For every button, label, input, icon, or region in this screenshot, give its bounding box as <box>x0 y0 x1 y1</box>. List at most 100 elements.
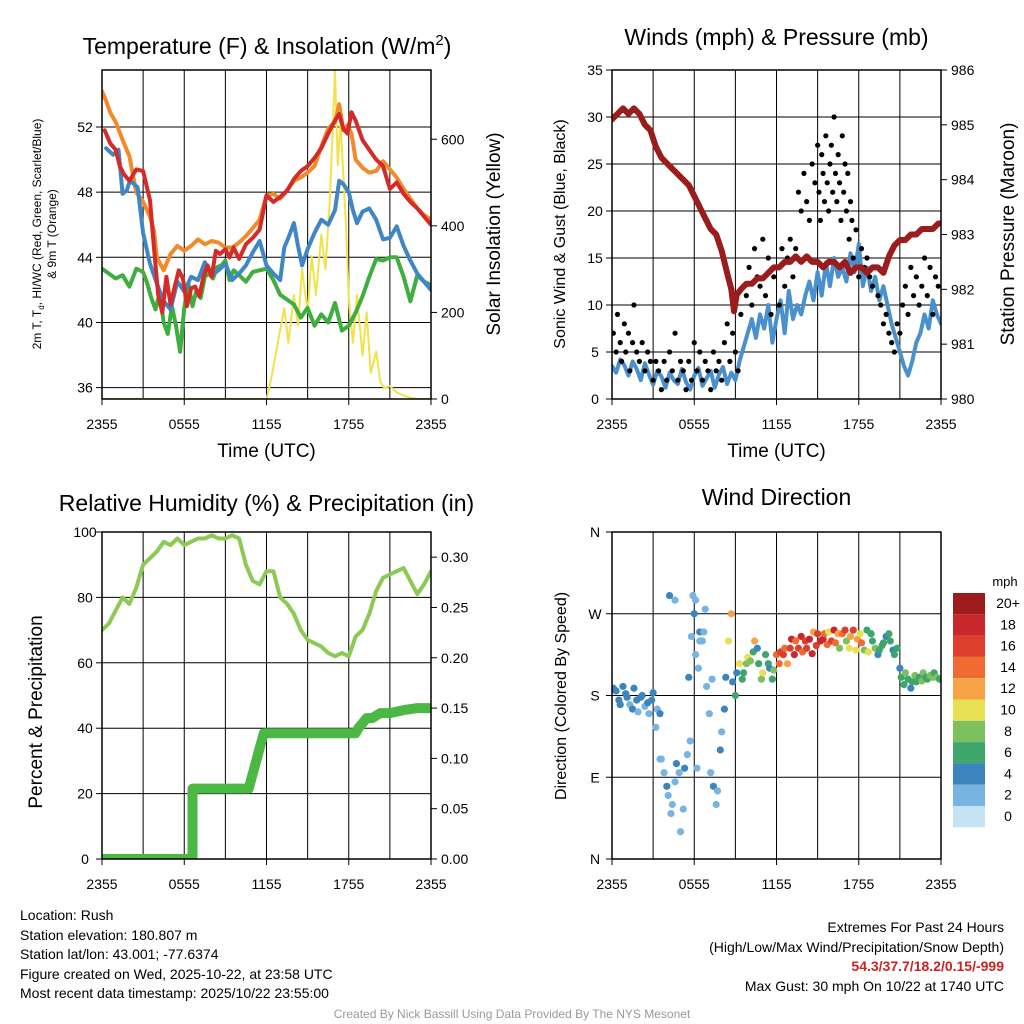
gust-point <box>650 377 656 383</box>
gust-point <box>883 311 889 317</box>
winds-y2-tick-label: 983 <box>951 227 975 243</box>
legend-swatch <box>953 806 985 828</box>
gust-point <box>683 387 689 393</box>
figure-created: Figure created on Wed, 2025-10-22, at 23… <box>20 965 333 982</box>
direction-point <box>696 637 704 645</box>
direction-point <box>867 630 875 638</box>
temperature-series-heat-index-wind-chill <box>104 146 431 312</box>
gust-point <box>875 293 881 299</box>
direction-point <box>792 637 800 645</box>
direction-point <box>685 673 693 681</box>
winds-x-tick-label: 1755 <box>843 416 874 432</box>
winds-xlabel: Time (UTC) <box>727 441 826 462</box>
direction-point <box>768 675 776 683</box>
gust-point <box>827 161 833 167</box>
humidity-x-tick-label: 2355 <box>86 876 117 892</box>
temperature-y-tick-label: 44 <box>77 249 93 265</box>
gust-point <box>735 368 741 374</box>
gust-point <box>845 170 851 176</box>
legend-label: 12 <box>1000 680 1016 696</box>
direction-point <box>814 630 822 638</box>
gust-point <box>618 358 625 364</box>
gust-point <box>886 330 892 336</box>
gust-point <box>661 358 667 364</box>
humidity-y2-tick-label: 0.15 <box>441 700 468 716</box>
gust-point <box>765 255 771 261</box>
gust-point <box>836 180 843 186</box>
gust-point <box>713 368 719 374</box>
gust-point <box>708 387 714 393</box>
direction-point <box>630 684 638 692</box>
temperature-y-tick-label: 52 <box>77 119 93 135</box>
direction-point <box>649 689 657 697</box>
direction-point <box>668 800 676 809</box>
direction-point <box>868 637 877 645</box>
gust-point <box>771 274 777 280</box>
gust-point <box>824 180 830 186</box>
gust-point <box>838 217 844 223</box>
direction-y-tick-label: E <box>590 769 599 785</box>
direction-point <box>900 681 908 689</box>
direction-point <box>750 637 759 645</box>
station-elevation: Station elevation: 180.807 m <box>20 926 198 943</box>
temperature-xlabel: Time (UTC) <box>217 441 316 462</box>
temperature-series-dewpoint <box>102 255 431 354</box>
direction-point <box>616 700 624 709</box>
gust-point <box>825 208 832 214</box>
direction-point <box>656 755 664 763</box>
direction-point <box>846 632 855 641</box>
direction-point <box>856 630 864 638</box>
humidity-y-tick-label: 80 <box>77 589 93 605</box>
gust-point <box>730 330 736 336</box>
gust-point <box>817 217 823 223</box>
gust-point <box>809 161 815 167</box>
gust-point <box>617 340 623 346</box>
temperature-y-tick-label: 40 <box>77 314 93 330</box>
gust-point <box>902 283 908 289</box>
gust-point <box>891 349 897 355</box>
gust-point <box>816 189 822 195</box>
gust-point <box>746 264 752 270</box>
humidity-y2-tick-label: 0.25 <box>441 599 468 615</box>
direction-point <box>907 684 915 692</box>
direction-point <box>628 705 637 713</box>
gust-point <box>834 199 840 205</box>
temperature-ylabel-rest: , HI/WC (Red, Green, Scarlet/Blue) <box>30 119 44 306</box>
temperature-ylabel-a: 2m T, T <box>30 309 44 349</box>
direction-point <box>656 710 664 718</box>
legend-swatch <box>953 699 985 721</box>
winds-series-station-pressure <box>612 105 941 315</box>
direction-point <box>901 669 909 677</box>
direction-point <box>712 800 720 809</box>
gust-point <box>691 340 697 346</box>
direction-point <box>612 687 620 695</box>
direction-point <box>729 678 737 686</box>
humidity-y-tick-label: 60 <box>77 655 93 671</box>
gust-point <box>853 227 859 233</box>
direction-point <box>675 769 683 777</box>
direction-point <box>619 682 627 691</box>
temperature-y-tick-label: 36 <box>77 380 93 396</box>
direction-x-tick-label: 1755 <box>843 876 874 892</box>
winds-y2label: Station Pressure (Maroon) <box>998 123 1019 346</box>
winds-y-tick-label: 15 <box>587 250 603 266</box>
gust-point <box>889 340 895 346</box>
gust-point <box>841 189 847 195</box>
humidity-ylabel: Percent & Precipitation <box>26 615 47 808</box>
gust-point <box>738 311 744 317</box>
direction-point <box>681 764 689 772</box>
humidity-y2-tick-label: 0.10 <box>441 750 468 766</box>
direction-point <box>879 639 888 647</box>
direction-title: Wind Direction <box>702 484 852 510</box>
legend-swatch <box>953 614 985 636</box>
gust-point <box>924 293 930 299</box>
gust-point <box>787 236 793 242</box>
direction-point <box>819 635 827 643</box>
temperature-ylabel-line1: 2m T, Td, HI/WC (Red, Green, Scarlet/Blu… <box>30 119 46 350</box>
direction-point <box>886 637 894 645</box>
direction-point <box>733 669 741 677</box>
humidity-y2-tick-label: 0.30 <box>441 549 468 565</box>
direction-point <box>692 596 700 604</box>
direction-point <box>841 626 849 634</box>
temperature-x-tick-label: 1155 <box>251 416 281 432</box>
